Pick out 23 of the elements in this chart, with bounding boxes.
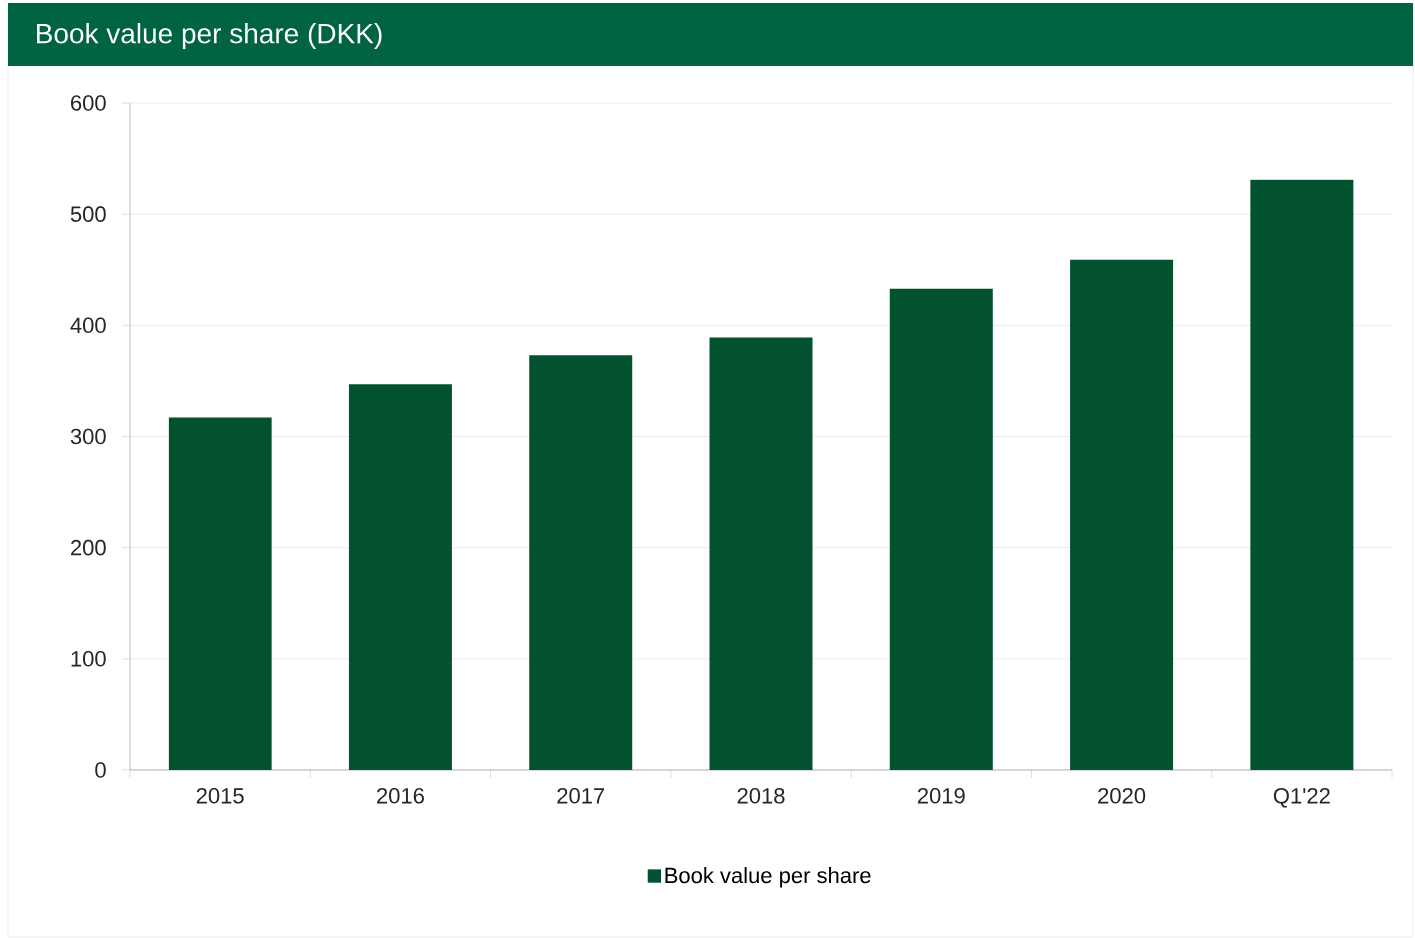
legend-label: Book value per share xyxy=(665,867,871,888)
x-tick-label: 2017 xyxy=(557,788,605,804)
y-tick-label: 200 xyxy=(71,539,106,556)
bar xyxy=(889,288,993,770)
y-tick-label: 100 xyxy=(71,651,106,667)
x-tick-label: 2018 xyxy=(737,788,785,804)
bar xyxy=(1070,259,1174,770)
x-tick-label: 2016 xyxy=(377,788,424,804)
y-tick-label: 300 xyxy=(70,428,106,445)
x-tick-label: 2015 xyxy=(196,788,244,804)
bar xyxy=(348,384,452,770)
y-tick-label: 500 xyxy=(70,206,106,222)
chart-title: Book value per share (DKK) xyxy=(37,22,382,50)
bar xyxy=(529,355,633,770)
y-tick-label: 600 xyxy=(71,95,106,111)
bar xyxy=(709,337,813,770)
y-tick-label: 0 xyxy=(95,762,106,778)
bar xyxy=(1250,179,1354,770)
x-tick-label: 2020 xyxy=(1098,788,1146,804)
x-tick-label: Q1'22 xyxy=(1273,788,1330,808)
bar xyxy=(168,417,272,770)
x-tick-label: 2019 xyxy=(917,788,965,804)
y-tick-label: 400 xyxy=(70,317,106,334)
